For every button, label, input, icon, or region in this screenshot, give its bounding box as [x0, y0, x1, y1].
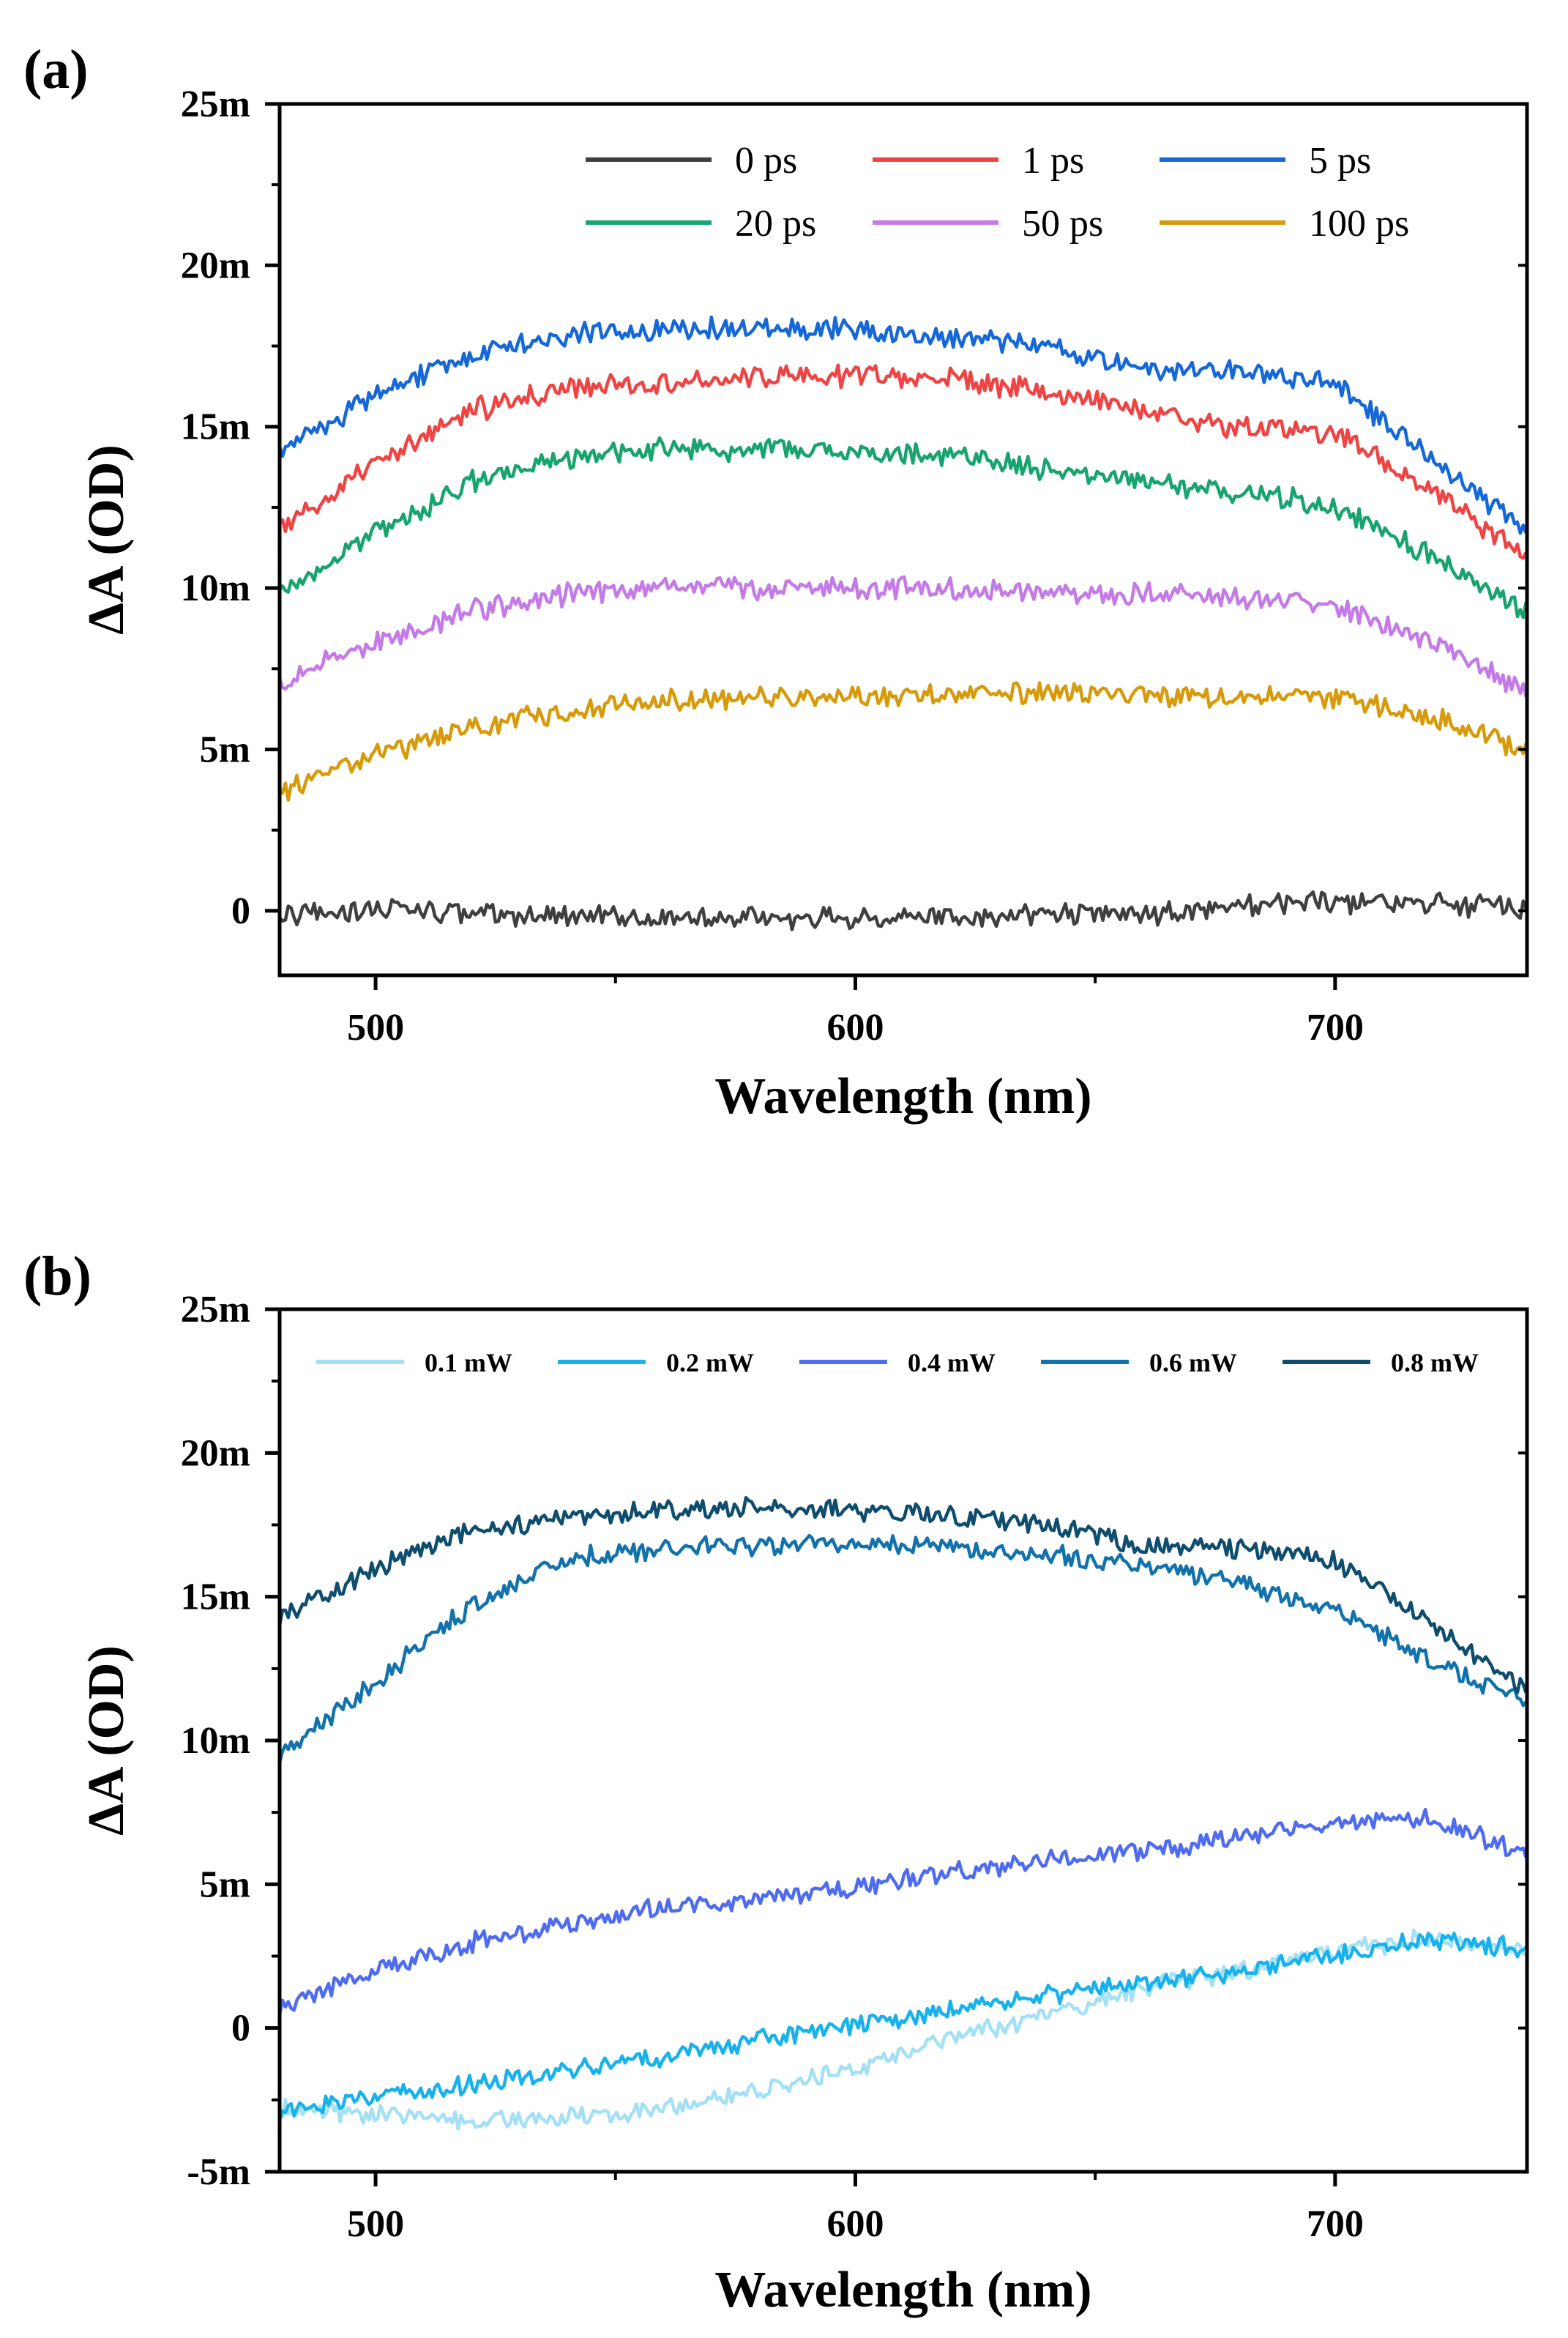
- x-tick-label: 700: [1307, 2203, 1364, 2245]
- panel-a-legend: 0 ps 1 ps 5 ps 20 ps 50 ps 100 ps: [586, 140, 1409, 245]
- panel-b-y-axis-title: ΔA (OD): [78, 1645, 135, 1836]
- series-line-0-ps: [278, 890, 1528, 931]
- x-tick-label: 600: [826, 2203, 884, 2245]
- series-line-5-ps: [277, 315, 1528, 535]
- y-tick-label: 5m: [200, 729, 250, 770]
- y-tick-label: -5m: [187, 2151, 250, 2193]
- y-tick-label: 15m: [181, 1576, 250, 1618]
- series-line-1-ps: [278, 363, 1528, 560]
- x-tick-label: 600: [826, 1007, 884, 1049]
- legend-label-1-ps: 1 ps: [1022, 140, 1084, 182]
- y-tick-label: 0: [231, 890, 250, 932]
- panel-a-plot-frame: [277, 102, 1529, 978]
- y-tick-label: 25m: [181, 83, 250, 125]
- panel-a-y-axis-title: ΔA (OD): [78, 444, 135, 635]
- panel-a-label: (a): [23, 39, 89, 100]
- series-line-50-ps: [277, 575, 1528, 698]
- legend-label-0-6-mw: 0.6 mW: [1149, 1348, 1237, 1377]
- series-line-0-1-mw: [278, 1928, 1527, 2131]
- panel-a-x-axis-title: Wavelength (nm): [714, 1068, 1091, 1125]
- panel-b-plot-frame: [277, 1307, 1529, 2174]
- legend-label-50-ps: 50 ps: [1022, 203, 1103, 245]
- x-tick-label: 700: [1307, 1007, 1364, 1049]
- panel-a-x-axis: 500 600 700: [347, 975, 1364, 1049]
- legend-label-100-ps: 100 ps: [1309, 203, 1409, 245]
- legend-label-0-2-mw: 0.2 mW: [666, 1348, 754, 1377]
- legend-label-0-1-mw: 0.1 mW: [425, 1348, 512, 1377]
- legend-label-5-ps: 5 ps: [1309, 140, 1371, 182]
- y-tick-label: 10m: [181, 1720, 250, 1762]
- y-tick-label: 20m: [181, 245, 250, 286]
- panel-b-label: (b): [23, 1246, 92, 1307]
- y-tick-label: 20m: [181, 1432, 250, 1474]
- legend-label-20-ps: 20 ps: [735, 203, 816, 245]
- x-tick-label: 500: [347, 2203, 404, 2245]
- legend-label-0-4-mw: 0.4 mW: [908, 1348, 996, 1377]
- panel-a-series-lines: [277, 315, 1528, 931]
- y-tick-label: 10m: [181, 567, 250, 609]
- series-line-0-8-mw: [277, 1496, 1528, 1694]
- y-tick-label: 15m: [181, 406, 250, 448]
- series-line-0-2-mw: [277, 1932, 1528, 2121]
- panel-b-x-axis-title: Wavelength (nm): [714, 2262, 1091, 2318]
- y-tick-label: 25m: [181, 1289, 250, 1330]
- x-tick-label: 500: [347, 1007, 404, 1049]
- panel-b: (b) -5m 0 5m 10m 15m 20m 25m 500 600 700 Wavelen…: [23, 1246, 1529, 2318]
- series-line-0-4-mw: [277, 1807, 1528, 2015]
- legend-label-0-ps: 0 ps: [735, 140, 797, 182]
- panel-b-series-lines: [277, 1496, 1528, 2131]
- series-line-0-6-mw: [277, 1533, 1528, 1763]
- panel-b-y-axis: -5m 0 5m 10m 15m 20m 25m: [181, 1289, 1527, 2193]
- panel-a: (a) 0 5m 10m 15m 20m 25m 500 600 700 Wavelength…: [23, 39, 1529, 1125]
- panel-a-y-axis: 0 5m 10m 15m 20m 25m: [181, 83, 1527, 932]
- series-line-100-ps: [278, 681, 1528, 802]
- y-tick-label: 5m: [200, 1864, 250, 1905]
- y-tick-label: 0: [231, 2008, 250, 2050]
- panel-b-legend: 0.1 mW 0.2 mW 0.4 mW 0.6 mW 0.8 mW: [316, 1348, 1479, 1377]
- series-line-20-ps: [278, 436, 1528, 619]
- panel-b-x-axis: 500 600 700: [347, 2172, 1364, 2245]
- legend-label-0-8-mw: 0.8 mW: [1391, 1348, 1479, 1377]
